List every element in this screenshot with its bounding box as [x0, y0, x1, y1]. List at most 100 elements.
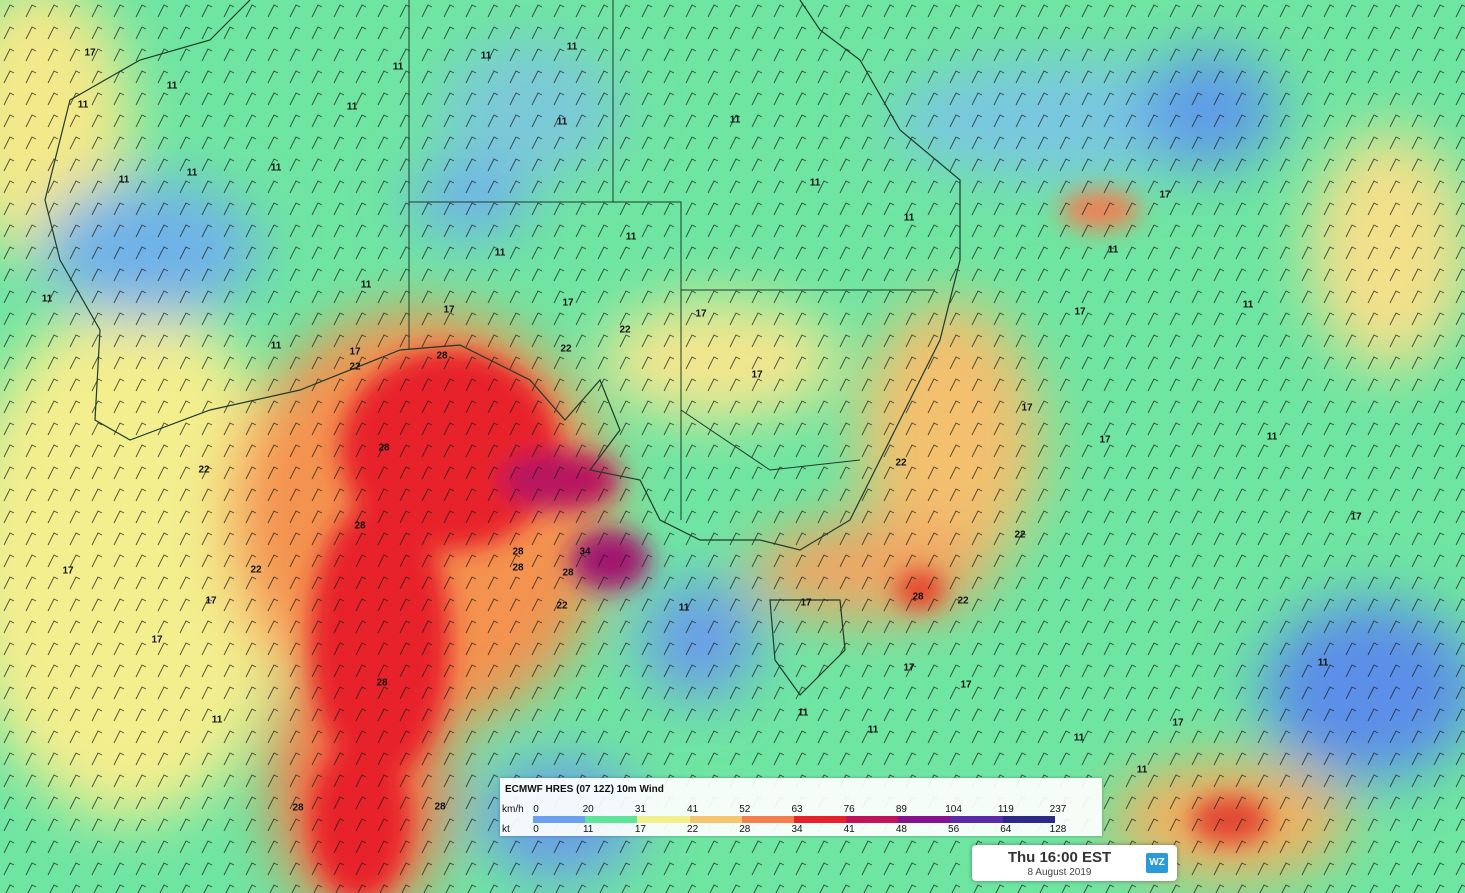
kt-label: 0 [533, 824, 539, 835]
contour-label: 28 [512, 563, 524, 574]
contour-label: 11 [495, 248, 506, 259]
contour-label: 28 [354, 521, 366, 532]
kmh-label: 31 [634, 804, 646, 815]
contour-label: 28 [562, 568, 574, 579]
contour-label: 11 [481, 51, 492, 62]
contour-label: 11 [730, 115, 741, 126]
kt-label: 64 [1000, 824, 1012, 835]
contour-label: 22 [349, 362, 361, 373]
contour-label: 17 [62, 566, 74, 577]
legend: ECMWF HRES (07 12Z) 10m Wind km/h kt 0 20… [500, 778, 1102, 836]
contour-label: 17 [1350, 512, 1362, 523]
contour-label: 22 [250, 565, 262, 576]
color-swatch [846, 816, 899, 823]
contour-label: 11 [557, 117, 568, 128]
contour-label: 11 [42, 294, 53, 305]
contour-label: 34 [579, 547, 591, 558]
tasmania [769, 599, 846, 696]
contour-label: 11 [212, 715, 223, 726]
contour-label: 11 [798, 708, 809, 719]
contour-label: 17 [349, 347, 361, 358]
kt-label: 11 [582, 824, 594, 835]
unit-label: kt [502, 824, 510, 835]
contour-label: 17 [1074, 307, 1086, 318]
contour-label: 17 [751, 370, 763, 381]
contour-label: 17 [960, 680, 972, 691]
color-swatch [741, 816, 794, 823]
contour-label: 11 [1318, 658, 1329, 669]
contour-label: 11 [78, 100, 89, 111]
kt-label: 28 [739, 824, 751, 835]
contour-label: 22 [619, 325, 631, 336]
contour-label: 17 [151, 635, 163, 646]
contour-label: 11 [393, 62, 404, 73]
contour-label: 17 [695, 309, 707, 320]
kt-label: 128 [1049, 824, 1067, 835]
contour-label: 28 [434, 802, 446, 813]
kmh-label: 119 [997, 804, 1014, 815]
color-swatch [950, 816, 1003, 823]
contour-label: 11 [868, 725, 879, 736]
kmh-label: 41 [687, 804, 699, 815]
contour-label: 28 [512, 547, 524, 558]
kmh-label: 89 [895, 804, 907, 815]
contour-label: 17 [443, 305, 455, 316]
color-swatch [898, 816, 951, 823]
contour-label: 11 [567, 42, 578, 53]
contour-label: 11 [1243, 300, 1254, 311]
contour-label: 17 [84, 48, 96, 59]
kmh-label: 63 [791, 804, 803, 815]
kt-label: 34 [791, 824, 803, 835]
contour-label: 28 [376, 678, 388, 689]
contour-label: 11 [347, 102, 358, 113]
contour-label: 17 [1099, 435, 1111, 446]
contour-label: 11 [1267, 432, 1278, 443]
color-swatch [533, 816, 586, 823]
kmh-label: 76 [843, 804, 855, 815]
contour-label: 17 [800, 598, 812, 609]
contour-label: 22 [957, 596, 969, 607]
contour-label: 11 [679, 603, 690, 614]
kt-label: 41 [843, 824, 855, 835]
kmh-label: 0 [533, 804, 539, 815]
color-swatch [637, 816, 690, 823]
contour-label: 22 [895, 458, 907, 469]
contour-label: 28 [292, 803, 304, 814]
contour-label: 22 [556, 601, 568, 612]
contour-label: 28 [436, 351, 448, 362]
valid-time: Thu 16:00 EST [1007, 849, 1112, 866]
color-swatch [689, 816, 742, 823]
contour-label: 11 [119, 175, 130, 186]
contour-label: 22 [560, 344, 572, 355]
contour-label: 17 [1021, 403, 1033, 414]
time-box: Thu 16:00 EST 8 August 2019 WZ [972, 845, 1177, 881]
valid-date: 8 August 2019 [1027, 867, 1092, 878]
contour-label: 28 [378, 443, 390, 454]
contour-label: 11 [1108, 245, 1119, 256]
contour-label: 17 [903, 663, 915, 674]
coastline [44, 0, 961, 551]
kt-label: 17 [634, 824, 646, 835]
contour-label: 11 [904, 213, 915, 224]
kmh-label: 104 [945, 804, 962, 815]
kt-label: 56 [948, 824, 960, 835]
state-borders [408, 0, 935, 520]
contour-label: 28 [912, 592, 924, 603]
logo[interactable]: WZ [1146, 853, 1168, 873]
contour-labels: 17 11 11 11 11 11 11 11 11 11 11 11 11 11 11 11 11 11 11 17… [42, 42, 1362, 814]
contour-label: 11 [1137, 765, 1148, 776]
color-swatch [1002, 816, 1055, 823]
color-swatch [794, 816, 847, 823]
unit-label: km/h [502, 804, 524, 815]
contour-label: 17 [562, 298, 574, 309]
contour-label: 11 [626, 232, 637, 243]
contour-label: 11 [810, 178, 821, 189]
contour-label: 11 [271, 163, 282, 174]
kmh-label: 52 [739, 804, 751, 815]
contour-label: 11 [271, 341, 282, 352]
kmh-label: 20 [582, 804, 594, 815]
contour-label: 11 [361, 280, 372, 291]
